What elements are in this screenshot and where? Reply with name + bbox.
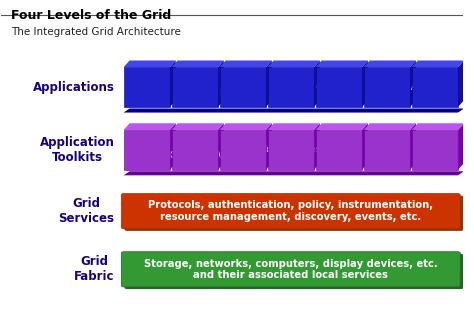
Polygon shape — [314, 61, 320, 107]
Polygon shape — [172, 61, 224, 67]
FancyBboxPatch shape — [125, 196, 464, 231]
Text: Protocols, authentication, policy, instrumentation,
resource management, discove: Protocols, authentication, policy, instr… — [148, 200, 433, 222]
Text: The Integrated Grid Architecture: The Integrated Grid Architecture — [10, 28, 181, 37]
Text: Combustion: Combustion — [316, 83, 362, 92]
Polygon shape — [124, 61, 176, 67]
FancyBboxPatch shape — [316, 67, 362, 107]
FancyBboxPatch shape — [125, 254, 464, 289]
Text: Collaboratories: Collaboratories — [262, 146, 320, 154]
Polygon shape — [172, 123, 224, 130]
FancyBboxPatch shape — [172, 67, 218, 107]
Polygon shape — [266, 123, 272, 170]
FancyBboxPatch shape — [412, 67, 458, 107]
FancyBboxPatch shape — [364, 67, 410, 107]
Polygon shape — [458, 123, 464, 170]
Polygon shape — [218, 61, 224, 107]
Polygon shape — [219, 61, 272, 67]
Polygon shape — [410, 123, 416, 170]
Polygon shape — [316, 61, 368, 67]
Text: Cosmology: Cosmology — [173, 83, 216, 92]
Polygon shape — [458, 61, 464, 107]
Text: Data
Grid: Data Grid — [137, 140, 156, 160]
FancyBboxPatch shape — [124, 130, 170, 170]
FancyBboxPatch shape — [364, 130, 410, 170]
Polygon shape — [316, 123, 368, 130]
Polygon shape — [364, 61, 416, 67]
Polygon shape — [410, 61, 416, 107]
Polygon shape — [314, 123, 320, 170]
Text: High Energy
Physics: High Energy Physics — [123, 78, 170, 97]
Text: ...: ... — [382, 82, 392, 92]
FancyBboxPatch shape — [219, 130, 266, 170]
FancyBboxPatch shape — [316, 130, 362, 170]
Polygon shape — [124, 108, 464, 112]
Text: Storage, networks, computers, display devices, etc.
and their associated local s: Storage, networks, computers, display de… — [144, 259, 438, 280]
Polygon shape — [412, 61, 464, 67]
FancyBboxPatch shape — [124, 67, 170, 107]
Polygon shape — [364, 123, 416, 130]
Polygon shape — [124, 123, 176, 130]
FancyBboxPatch shape — [219, 67, 266, 107]
Polygon shape — [219, 123, 272, 130]
Text: Remote
Sensors: Remote Sensors — [420, 140, 450, 160]
FancyBboxPatch shape — [412, 130, 458, 170]
Polygon shape — [170, 123, 176, 170]
Text: Chemical
Engineering: Chemical Engineering — [219, 78, 266, 97]
Text: Remote
Visualization: Remote Visualization — [218, 140, 267, 160]
FancyBboxPatch shape — [172, 130, 218, 170]
Text: Grid
Fabric: Grid Fabric — [74, 255, 114, 283]
Text: Remote
Computation: Remote Computation — [170, 140, 219, 160]
Text: ...: ... — [382, 145, 392, 155]
Polygon shape — [170, 61, 176, 107]
Polygon shape — [124, 171, 464, 175]
Polygon shape — [268, 61, 320, 67]
Polygon shape — [266, 61, 272, 107]
Polygon shape — [268, 123, 320, 130]
FancyBboxPatch shape — [268, 130, 314, 170]
Polygon shape — [362, 123, 368, 170]
Text: Climate: Climate — [276, 83, 306, 92]
FancyBboxPatch shape — [121, 252, 460, 287]
Text: Applications: Applications — [33, 81, 114, 94]
FancyBboxPatch shape — [121, 193, 460, 229]
Polygon shape — [412, 123, 464, 130]
Polygon shape — [362, 61, 368, 107]
Text: Application
Toolkits: Application Toolkits — [39, 136, 114, 164]
Polygon shape — [218, 123, 224, 170]
Text: Astrophysics: Astrophysics — [410, 83, 459, 92]
Text: Grid
Services: Grid Services — [58, 197, 114, 225]
Text: Four Levels of the Grid: Four Levels of the Grid — [10, 9, 171, 22]
FancyBboxPatch shape — [268, 67, 314, 107]
Text: Portals: Portals — [326, 146, 352, 154]
